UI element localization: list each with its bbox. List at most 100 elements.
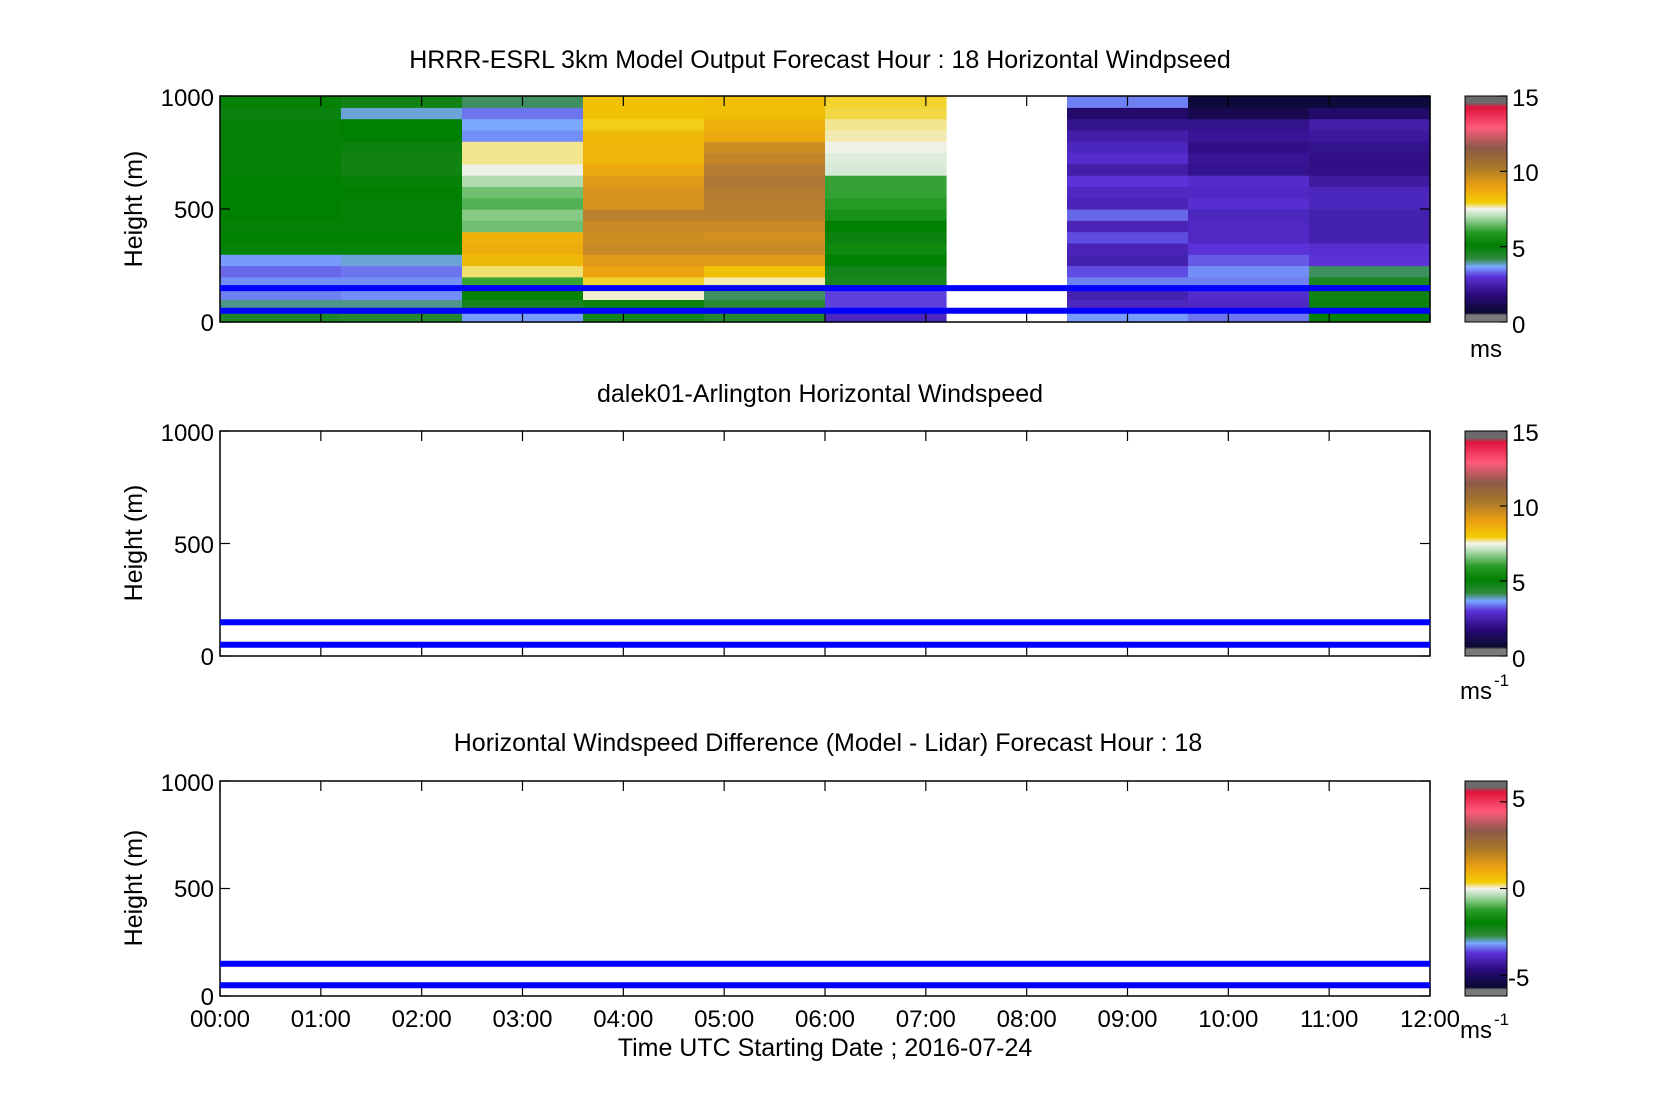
heatmap-cell [1309, 265, 1431, 278]
panel2-ytick-500: 500 [174, 532, 214, 559]
heatmap-cell [583, 276, 705, 289]
panel1-cbar-tick-5: 5 [1512, 236, 1525, 263]
heatmap-cell [1309, 242, 1431, 255]
heatmap-cell [1309, 118, 1431, 131]
heatmap-cell [825, 163, 947, 176]
heatmap-cell [341, 310, 463, 323]
heatmap-cell [1188, 118, 1310, 131]
heatmap-cell [462, 141, 584, 154]
heatmap-cell [220, 175, 342, 187]
heatmap-cell [1309, 288, 1431, 300]
heatmap-cell [1067, 254, 1189, 267]
heatmap-cell [1067, 152, 1189, 165]
heatmap-cell [1188, 107, 1310, 120]
heatmap-cell [1188, 141, 1310, 154]
heatmap-cell [583, 96, 705, 108]
panel1-cbar-tick-10: 10 [1512, 160, 1539, 187]
heatmap-cell [704, 265, 826, 278]
heatmap-cell [825, 118, 947, 131]
panel1-cbar-tick-0: 0 [1512, 312, 1525, 339]
panel3-cbar-tick-5: 5 [1512, 786, 1525, 813]
panel2-cbar-tick-5: 5 [1512, 570, 1525, 597]
heatmap-cell [704, 288, 826, 300]
heatmap-cell [583, 197, 705, 210]
heatmap-cell [1188, 310, 1310, 323]
panel1-colorbar-ticks [1500, 95, 1507, 323]
heatmap-cell [220, 186, 342, 199]
panel1-cbar-unit: ms [1470, 336, 1502, 363]
heatmap-cell [220, 242, 342, 255]
heatmap-cell [462, 175, 584, 187]
panel3-cbar-unit: ms [1460, 1017, 1492, 1044]
panel2-ylabel: Height (m) [120, 485, 148, 602]
heatmap-cell [583, 254, 705, 267]
heatmap-cell [220, 129, 342, 142]
heatmap-cell [1188, 209, 1310, 221]
panel3-xticklabels: 00:00 01:00 02:00 03:00 04:00 05:00 06:00 07:00… [190, 1006, 1460, 1033]
heatmap-cell [341, 209, 463, 221]
x-tick-label: 07:00 [896, 1006, 956, 1033]
panel1-ylabel: Height (m) [120, 151, 148, 268]
heatmap-cell [1309, 254, 1431, 267]
heatmap-cell [704, 231, 826, 244]
heatmap-cell [462, 186, 584, 199]
heatmap-cell [1067, 197, 1189, 210]
heatmap-cell [1309, 152, 1431, 165]
heatmap-cell [704, 276, 826, 289]
heatmap-cell [220, 265, 342, 278]
heatmap-cell [1067, 175, 1189, 187]
heatmap-cell [704, 129, 826, 142]
heatmap-cell [825, 129, 947, 142]
heatmap-cell [341, 288, 463, 300]
heatmap-cell [704, 299, 826, 312]
heatmap-cell [704, 197, 826, 210]
heatmap-cell [1309, 141, 1431, 154]
heatmap-cell [583, 310, 705, 323]
panel2-ticks [219, 430, 1431, 657]
heatmap-cell [1309, 163, 1431, 176]
heatmap-cell [583, 209, 705, 221]
panel3-ytick-500: 500 [174, 876, 214, 903]
x-tick-label: 12:00 [1400, 1006, 1460, 1033]
heatmap-cell [1067, 107, 1189, 120]
heatmap-cell [220, 107, 342, 120]
heatmap-cell [341, 96, 463, 108]
heatmap-cell [462, 276, 584, 289]
heatmap-cell [704, 175, 826, 187]
heatmap-cell [1309, 197, 1431, 210]
heatmap-cell [825, 220, 947, 233]
heatmap-cell [1309, 276, 1431, 289]
heatmap-cell [1067, 220, 1189, 233]
panel3-ytick-1000: 1000 [161, 770, 214, 797]
heatmap-cell [1188, 231, 1310, 244]
heatmap-cell [1067, 129, 1189, 142]
heatmap-cell [825, 107, 947, 120]
heatmap-cell [825, 254, 947, 267]
heatmap-cell [462, 152, 584, 165]
heatmap-cell [462, 299, 584, 312]
heatmap-cell [220, 163, 342, 176]
heatmap-cell [1188, 175, 1310, 187]
heatmap-cell [825, 175, 947, 187]
heatmap-cell [1067, 265, 1189, 278]
heatmap-cell [704, 118, 826, 131]
heatmap-cell [1067, 118, 1189, 131]
heatmap-cell [1188, 254, 1310, 267]
heatmap-cell [220, 209, 342, 221]
panel3-cbar-tick-0: 0 [1512, 876, 1525, 903]
heatmap-cell [220, 197, 342, 210]
heatmap-cell [583, 107, 705, 120]
heatmap-cell [1188, 276, 1310, 289]
heatmap-cell [220, 276, 342, 289]
heatmap-cell [583, 242, 705, 255]
heatmap-cell [1188, 242, 1310, 255]
x-tick-label: 06:00 [795, 1006, 855, 1033]
heatmap-cell [220, 96, 342, 108]
heatmap-cell [341, 175, 463, 187]
heatmap-cell [704, 96, 826, 108]
heatmap-cell [704, 310, 826, 323]
heatmap-cell [1309, 209, 1431, 221]
heatmap-cell [1067, 141, 1189, 154]
heatmap-cell [825, 231, 947, 244]
